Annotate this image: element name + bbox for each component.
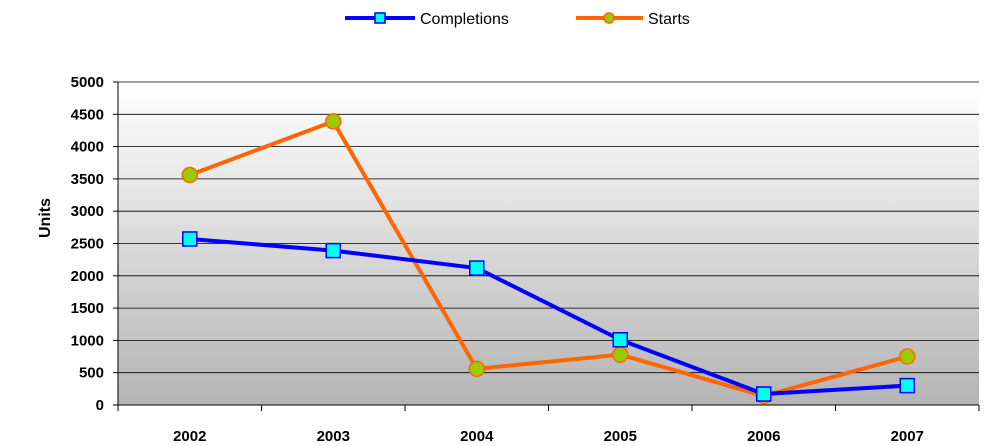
legend-marker-starts [603,12,615,24]
x-tick-labels: 2002 2003 2004 2005 2006 2007 [173,428,924,445]
y-tick-label-500: 500 [79,365,104,382]
point-starts-2005 [612,346,629,363]
legend-label-completions: Completions [420,11,509,28]
y-tick-label-4500: 4500 [71,106,104,123]
y-tick-label-1500: 1500 [71,300,104,317]
axes [113,81,980,411]
point-completions-2006 [756,386,772,402]
point-starts-2002 [181,166,198,184]
y-tick-label-2500: 2500 [71,236,104,253]
legend: Completions Starts [345,11,690,28]
y-tick-label-2000: 2000 [71,268,104,285]
y-tick-labels: 0 500 1000 1500 2000 2500 3000 3500 4000 4500 5000 [71,74,104,414]
y-tick-label-4000: 4000 [71,139,104,156]
legend-label-starts: Starts [648,11,690,28]
legend-marker-completions [374,12,386,24]
series-layer [181,113,916,405]
x-tick-label-2002: 2002 [173,428,206,445]
y-tick-label-0: 0 [96,397,104,414]
point-completions-2007 [899,377,915,394]
point-completions-2005 [612,332,628,348]
x-tick-label-2006: 2006 [747,428,780,445]
point-starts-2004 [468,360,485,378]
x-tick-label-2004: 2004 [460,428,494,445]
legend-item-starts: Starts [576,11,690,28]
point-starts-2007 [899,348,916,365]
point-completions-2004 [469,260,485,276]
y-tick-label-1000: 1000 [71,332,104,349]
y-axis-title: Units [37,198,54,238]
y-tick-label-3500: 3500 [71,171,104,188]
x-tick-label-2003: 2003 [317,428,350,445]
x-tick-label-2007: 2007 [891,428,924,445]
x-tick-label-2005: 2005 [604,428,637,445]
series-line-completions [189,236,908,397]
series-line-starts [189,119,908,398]
point-completions-2003 [325,242,341,259]
y-tick-label-5000: 5000 [71,74,104,91]
y-tick-label-3000: 3000 [71,203,104,220]
legend-item-completions: Completions [345,11,509,28]
point-completions-2002 [182,231,198,247]
point-starts-2003 [325,113,342,130]
